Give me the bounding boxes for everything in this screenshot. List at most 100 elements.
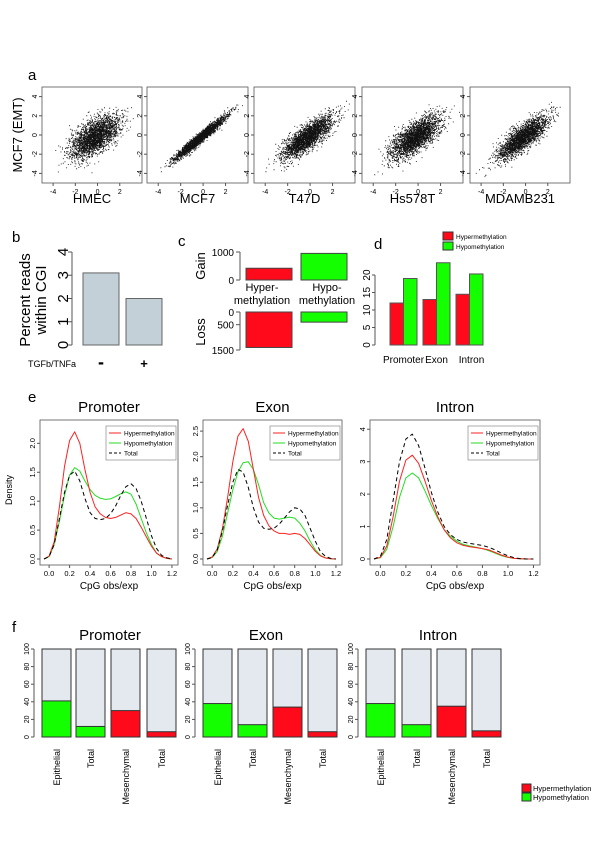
category-label: Mesenchymal: [283, 749, 293, 805]
hypermethylation-line: [373, 454, 534, 560]
y-tick-label: 2.0: [28, 438, 37, 448]
bar-background: [471, 648, 502, 738]
legend-swatch: [521, 783, 532, 793]
y-tick-label: 0.5: [28, 525, 37, 535]
plot-title: Promoter: [78, 399, 140, 416]
bar: [75, 725, 106, 738]
legend-label: Total: [486, 451, 500, 458]
scatter-plot: -4 -2 0 2 -4 -2 0 2 4 T47D: [244, 86, 356, 206]
y-tick-label: -2: [244, 151, 251, 157]
density-plot: Promoter 0.0 0.2 0.4 0.6 0.8 1.0 1.2 0.0 0.5 1.0 1.…: [28, 399, 179, 592]
x-tick-label: 1.0: [310, 569, 320, 578]
total-line: [43, 470, 173, 560]
bar: [365, 703, 396, 738]
plot-title: Intron: [419, 627, 457, 644]
y-tick-label: -4: [137, 170, 144, 176]
scatter-points: [475, 101, 561, 178]
plot-frame: [39, 419, 179, 566]
bar: [436, 705, 467, 738]
x-tick-label: -4: [155, 189, 161, 196]
y-tick-label: -4: [244, 170, 251, 176]
category-label: Total: [482, 749, 492, 768]
x-tick-label: 0: [201, 189, 205, 196]
panel-label-a: a: [28, 67, 37, 84]
category-label: Epithelial: [52, 749, 62, 786]
y-tick-label: 100: [348, 643, 355, 655]
scatter-plot: -4 -2 0 2 -4 -2 0 2 4 MCF7: [137, 86, 249, 206]
bar-background: [75, 648, 106, 738]
y-tick-label: 15: [362, 287, 373, 299]
x-tick-label: 2: [331, 189, 335, 196]
y-tick-label: -2: [352, 151, 359, 157]
loss-axis-label: Loss: [193, 318, 208, 346]
x-tick-label: 2: [546, 189, 550, 196]
y-tick-label: 60: [185, 680, 192, 688]
plot-title: Intron: [436, 399, 474, 416]
y-tick-label: 0.0: [191, 554, 200, 564]
legend-label: Total: [288, 451, 302, 458]
y-axis-label: MCF7 (EMT): [10, 97, 25, 172]
x-tick-label: -2: [285, 189, 291, 196]
x-tick-label: 0: [416, 189, 420, 196]
bar: [469, 273, 484, 346]
bar: [471, 730, 502, 738]
scatter-points: [160, 104, 243, 173]
y-tick-label: 80: [185, 663, 192, 671]
x-tick-label: 1.0: [146, 569, 156, 578]
y-tick-label: 4: [55, 248, 72, 256]
legend-label: Hypomethylation: [288, 441, 337, 448]
panel-label-c: c: [178, 233, 186, 250]
y-tick-label: -4: [32, 170, 39, 176]
category-label: Mesenchymal: [121, 749, 131, 805]
y-tick-label: 0: [228, 308, 234, 319]
bar: [403, 278, 418, 346]
y-tick-label: 80: [24, 663, 31, 671]
y-tick-label: 2: [460, 114, 467, 118]
category-label: Hyper-: [245, 282, 278, 294]
stacked-bar-plot: Intron 0 20 40 60 80 100 Epithelial Total Mesench…: [348, 627, 502, 805]
panel-label-e: e: [28, 389, 36, 406]
bar-background: [307, 648, 338, 738]
y-tick-label: 3: [358, 460, 367, 464]
bar: [237, 724, 268, 738]
y-tick-label: 40: [185, 698, 192, 706]
y-tick-label: 60: [24, 680, 31, 688]
y-tick-label: 2: [352, 114, 359, 118]
gain-axis-label: Gain: [193, 252, 208, 279]
bar-background: [237, 648, 268, 738]
legend-swatch: [442, 231, 454, 241]
y-tick-label: 1.0: [191, 503, 200, 513]
x-axis-label: CpG obs/exp: [80, 581, 139, 592]
y-tick-label: 2: [32, 114, 39, 118]
x-tick-label: 0.6: [105, 569, 115, 578]
scatter-plot: -4 -2 0 2 -4 -2 0 2 4 Hs578T: [352, 86, 464, 206]
x-tick-label: -2: [72, 189, 78, 196]
y-tick-label: 0: [460, 133, 467, 137]
y-tick-label: 100: [24, 643, 31, 655]
y-axis-label: Density: [4, 474, 14, 505]
y-tick-label: 80: [348, 663, 355, 671]
x-tick-label: 0.6: [452, 569, 462, 578]
x-tick-label: 0.4: [248, 569, 258, 578]
y-tick-label: 3: [55, 271, 72, 279]
x-tick-label: 1.2: [528, 569, 538, 578]
y-tick-label: 2.0: [191, 451, 200, 461]
scatter-points: [265, 100, 350, 173]
category-label: methylation: [299, 295, 355, 307]
category-label: Epithelial: [376, 749, 386, 786]
scatter-plot: -4 -2 0 2 -4 -2 0 2 4 HMEC: [32, 86, 143, 206]
y-tick-label: 4: [137, 95, 144, 99]
bar-background: [401, 648, 432, 738]
y-tick-label: 10: [362, 304, 373, 316]
y-tick-label: -2: [137, 151, 144, 157]
bar: [110, 710, 141, 738]
hypomethylation-line: [43, 467, 173, 560]
x-axis-label: CpG obs/exp: [243, 581, 302, 592]
category-label: Total: [412, 749, 422, 768]
y-tick-label: 40: [24, 698, 31, 706]
y-tick-label: 0: [55, 341, 72, 349]
x-tick-label: -4: [262, 189, 268, 196]
x-axis-label: Hs578T: [390, 191, 436, 206]
y-tick-label: 4: [358, 427, 367, 431]
x-tick-label: 0.4: [85, 569, 95, 578]
